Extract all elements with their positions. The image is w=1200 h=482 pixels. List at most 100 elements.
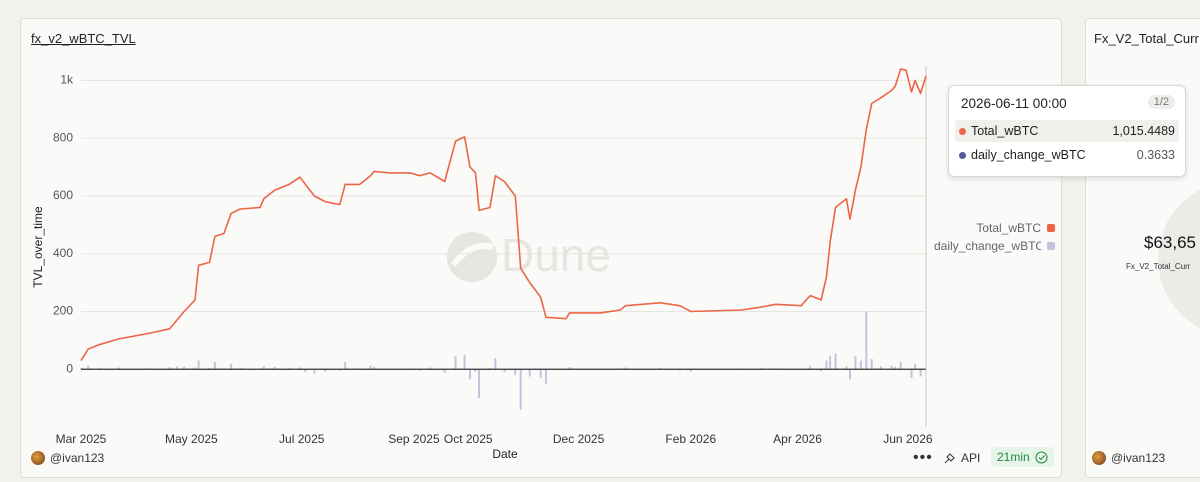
tooltip-series: daily_change_wBTC [971,148,1086,162]
panel-title[interactable]: Fx_V2_Total_Curr [1094,31,1199,46]
bar [443,369,446,373]
tooltip-value: 0.3633 [1136,148,1175,162]
tooltip-title: 2026-06-11 00:00 [961,96,1067,111]
bar [829,356,832,370]
bar [809,365,812,370]
line [80,68,927,362]
bar [369,365,372,370]
chart-title[interactable]: fx_v2_wBTC_TVL [31,31,136,46]
freshness-badge[interactable]: 21min [991,447,1054,467]
bar [313,369,316,374]
x-tick-label: Jun 2026 [883,432,933,446]
y-tick-label: 1k [60,73,74,87]
chart-panel: fx_v2_wBTC_TVL Dune TVL_over_time Date 0… [20,18,1062,478]
bar [418,369,421,371]
bar [373,366,376,370]
more-menu[interactable]: ••• [913,449,933,466]
y-tick-label: 800 [53,130,73,144]
bar [834,353,837,370]
bar [825,360,828,370]
watermark: Dune [447,229,611,282]
legend-swatch [1047,224,1055,232]
bar [854,356,857,370]
bar [344,362,347,370]
api-label: API [961,451,981,465]
y-tick-label: 0 [66,361,73,375]
bar [528,369,531,377]
tooltip-dot [959,151,966,159]
x-tick-label: Oct 2025 [444,432,493,446]
bar [820,369,823,371]
x-axis-label: Date [492,447,518,461]
author-name[interactable]: @ivan123 [1111,451,1166,465]
avatar [1092,451,1106,465]
tooltip-pager[interactable]: 1/2 [1147,95,1175,109]
bar [568,366,571,370]
counter-graphic [1158,189,1200,329]
bar [890,365,893,370]
legend-item[interactable]: Total_wBTC [976,221,1055,235]
x-tick-label: Dec 2025 [553,432,605,446]
bar [879,366,882,370]
bar [689,369,692,372]
bar [230,363,233,370]
bar [894,366,897,370]
bar [865,311,868,370]
bar [454,356,457,370]
counter-label: Fx_V2_Total_Curr [1126,262,1191,271]
bar [870,359,873,370]
tooltip: 2026-06-11 00:00 1/2 Total_wBTC 1,015.448… [948,85,1186,177]
bar [273,366,276,370]
bar [849,369,852,380]
y-tick-label: 200 [53,304,73,318]
bar [474,369,477,372]
api-button[interactable]: API [943,451,980,465]
bar [469,369,472,380]
bar [117,367,120,370]
watermark-text: Dune [501,229,611,281]
x-tick-label: Sep 2025 [388,432,440,446]
author[interactable]: @ivan123 [1092,451,1165,465]
tooltip-row: daily_change_wBTC 0.3633 [955,144,1179,166]
bar [183,366,186,370]
chart: Dune TVL_over_time Date 0 200 400 600 800 1k M… [31,66,933,461]
avatar [31,451,45,465]
bar [213,362,216,370]
tooltip-value: 1,015.4489 [1112,124,1175,138]
bar [193,367,196,370]
bar [80,367,82,370]
x-tick-label: Jul 2025 [279,432,325,446]
legend: Total_wBTC daily_change_wBTC [925,221,1055,253]
bar [624,367,627,370]
bar [262,366,265,370]
bar [910,369,913,378]
x-tick-label: May 2025 [165,432,218,446]
y-tick-label: 400 [53,246,73,260]
bar [324,369,327,372]
api-icon [944,452,955,463]
legend-label: daily_change_wBTC [934,239,1041,253]
bar [914,364,917,370]
legend-label: Total_wBTC [976,221,1041,235]
tooltip-row: Total_wBTC 1,015.4489 [955,120,1179,142]
x-tick-label: Apr 2026 [773,432,822,446]
bar [845,366,848,370]
bar [239,367,242,370]
legend-item[interactable]: daily_change_wBTC [934,239,1055,253]
tooltip-dot [959,127,966,135]
bar [514,369,517,376]
bar [478,369,481,399]
freshness-label: 21min [997,450,1030,464]
bar [463,354,466,370]
author[interactable]: @ivan123 [31,451,104,465]
bar [197,360,200,370]
tooltip-series: Total_wBTC [971,124,1039,138]
legend-swatch [1047,242,1055,250]
bar [545,369,548,384]
bar [175,366,178,370]
author-name[interactable]: @ivan123 [50,451,105,465]
bar [919,369,922,377]
bar [899,362,902,370]
counter-value: $63,65 [1144,233,1196,252]
bar [859,360,862,370]
